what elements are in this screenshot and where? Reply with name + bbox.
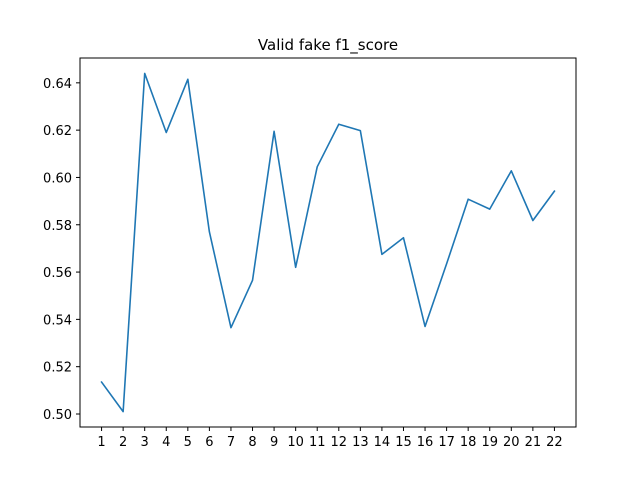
x-tick-label: 2 <box>119 435 127 450</box>
x-tick-label: 13 <box>352 435 369 450</box>
x-tick-label: 9 <box>270 435 278 450</box>
x-tick-label: 11 <box>309 435 326 450</box>
y-tick-label: 0.50 <box>43 408 72 423</box>
x-tick-label: 5 <box>184 435 192 450</box>
x-tick-label: 19 <box>481 435 498 450</box>
y-tick-label: 0.58 <box>43 219 72 234</box>
plot-area: 1 2 3 4 5 6 7 8 9 10 11 12 13 14 15 16 17 18 19 20 21 220.500… <box>43 57 577 450</box>
axes-frame <box>79 57 577 428</box>
series-line-1 <box>100 72 556 413</box>
x-tick-label: 15 <box>395 435 412 450</box>
x-tick-label: 16 <box>417 435 434 450</box>
x-tick-label: 12 <box>331 435 348 450</box>
chart-title: Valid fake f1_score <box>258 36 398 55</box>
x-tick-label: 18 <box>460 435 477 450</box>
x-tick-label: 6 <box>205 435 213 450</box>
x-tick-label: 4 <box>162 435 170 450</box>
x-tick-label: 3 <box>141 435 149 450</box>
x-tick-label: 17 <box>438 435 455 450</box>
y-tick-label: 0.64 <box>43 77 72 92</box>
x-tick-label: 8 <box>248 435 256 450</box>
x-tick-label: 14 <box>374 435 391 450</box>
x-tick-label: 20 <box>503 435 520 450</box>
y-tick-label: 0.56 <box>43 266 72 281</box>
y-tick-label: 0.62 <box>43 124 72 139</box>
x-tick-label: 1 <box>97 435 105 450</box>
y-tick-label: 0.60 <box>43 171 72 186</box>
x-tick-label: 7 <box>227 435 235 450</box>
x-tick-label: 22 <box>546 435 563 450</box>
y-tick-label: 0.54 <box>43 313 72 328</box>
y-tick-label: 0.52 <box>43 361 72 376</box>
x-tick-label: 21 <box>525 435 542 450</box>
x-tick-label: 10 <box>287 435 304 450</box>
